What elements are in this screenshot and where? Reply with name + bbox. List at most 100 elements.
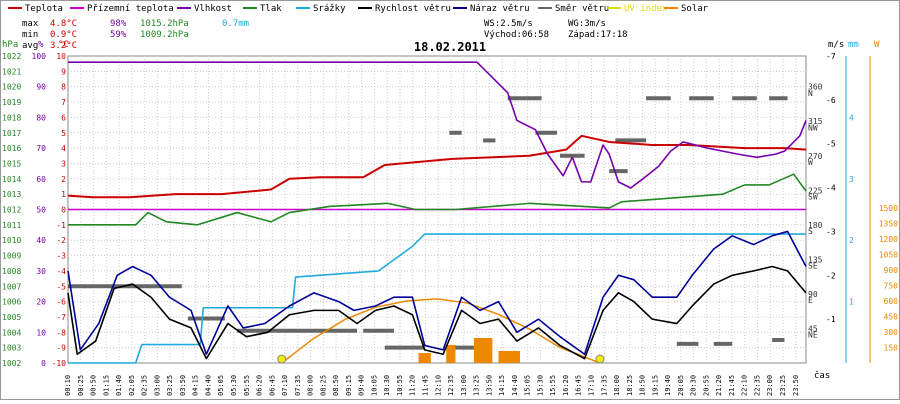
tick-label-dir: S xyxy=(808,227,813,236)
tick-label-x: 05:05 xyxy=(217,375,225,396)
tick-label-x: 05:55 xyxy=(243,375,251,396)
tick-label-hpa: 1007 xyxy=(2,282,21,291)
tick-label-temp: 7 xyxy=(61,98,66,107)
tick-label-x: 22:35 xyxy=(753,375,761,396)
tick-label-ms: -5 xyxy=(826,140,836,149)
tick-label-temp: -8 xyxy=(56,328,66,337)
tick-label-pct: 50 xyxy=(36,206,46,215)
tick-label-w: 600 xyxy=(884,297,899,306)
tick-label-x: 10:55 xyxy=(396,375,404,396)
tick-label-dir: 315 xyxy=(808,117,823,126)
tick-label-x: 18:25 xyxy=(626,375,634,396)
axis-unit-w: W xyxy=(874,40,880,50)
tick-label-hpa: 1010 xyxy=(2,236,21,245)
tick-label-temp: -10 xyxy=(52,359,67,368)
tick-label-x: 13:00 xyxy=(460,375,468,396)
tick-label-pct: 40 xyxy=(36,236,46,245)
tick-label-pct: 20 xyxy=(36,298,46,307)
tick-label-ms: -3 xyxy=(826,227,836,236)
tick-label-x: 21:20 xyxy=(715,375,723,396)
tick-label-dir: 270 xyxy=(808,152,823,161)
tick-label-x: 00:10 xyxy=(64,375,72,396)
tick-label-x: 08:25 xyxy=(319,375,327,396)
legend: Teplota Přízemní teplota Vlhkost Tlak Srážky… xyxy=(8,4,709,14)
tick-label-temp: 0 xyxy=(61,206,66,215)
stat-max-hum: 98% xyxy=(110,19,127,29)
tick-label-hpa: 1011 xyxy=(2,221,21,230)
tick-label-x: 23:25 xyxy=(779,375,787,396)
tick-label-x: 12:35 xyxy=(447,375,455,396)
tick-label-x: 18:00 xyxy=(613,375,621,396)
tick-label-x: 03:00 xyxy=(153,375,161,396)
tick-label-x: 23:00 xyxy=(766,375,774,396)
tick-label-temp: -6 xyxy=(56,298,66,307)
tick-label-x: 02:35 xyxy=(141,375,149,396)
tick-label-dir: 360 xyxy=(808,83,823,92)
tick-label-x: 13:25 xyxy=(473,375,481,396)
legend-label: Směr větru xyxy=(555,4,609,14)
tick-label-pct: 90 xyxy=(36,83,46,92)
info-ws: WS:2.5m/s xyxy=(484,19,533,29)
tick-label-x: 07:10 xyxy=(281,375,289,396)
axis-unit-mm: mm xyxy=(848,40,859,50)
tick-label-ms: -6 xyxy=(826,96,836,105)
tick-label-hpa: 1003 xyxy=(2,344,21,353)
tick-label-w: 450 xyxy=(884,313,899,322)
tick-label-dir: 225 xyxy=(808,186,823,195)
x-axis: 00:10 00:25 00:50 01:15 01:40 02:05 02:35 03:00… xyxy=(64,370,830,396)
tick-label-temp: -4 xyxy=(56,267,66,276)
tick-label-dir: 90 xyxy=(808,290,818,299)
stat-max-press: 1015.2hPa xyxy=(140,19,189,29)
legend-label: Náraz větru xyxy=(470,4,530,14)
legend-label: Rychlost větru xyxy=(375,4,451,14)
tick-label-x: 16:45 xyxy=(575,375,583,396)
tick-label-hpa: 1013 xyxy=(2,190,21,199)
legend-label: Srážky xyxy=(313,4,346,14)
tick-label-w: 300 xyxy=(884,328,899,337)
tick-label-x: 20:05 xyxy=(677,375,685,396)
tick-label-temp: -3 xyxy=(56,252,66,261)
tick-label-temp: 10 xyxy=(56,52,66,61)
tick-label-pct: 60 xyxy=(36,175,46,184)
tick-label-dir: SW xyxy=(808,192,818,201)
tick-label-temp: 8 xyxy=(61,83,66,92)
tick-label-x: 13:50 xyxy=(485,375,493,396)
tick-label-x: 20:55 xyxy=(702,375,710,396)
right-axes: m/s mm W360N315NW270W225SW180S135SE90E45NE… xyxy=(808,40,898,363)
tick-label-x: 18:50 xyxy=(639,375,647,396)
series-line-náraz-větru xyxy=(67,230,807,356)
tick-label-pct: 30 xyxy=(36,267,46,276)
tick-label-ms: -4 xyxy=(826,184,836,193)
tick-label-hpa: 1009 xyxy=(2,252,21,261)
tick-label-w: 900 xyxy=(884,266,899,275)
tick-label-pct: 100 xyxy=(32,52,47,61)
tick-label-temp: 6 xyxy=(61,113,66,122)
tick-label-x: 06:20 xyxy=(256,375,264,396)
solar-fill xyxy=(418,353,431,363)
tick-label-x: 21:45 xyxy=(728,375,736,396)
tick-label-mm: 4 xyxy=(849,113,854,122)
tick-label-dir: NW xyxy=(808,123,818,132)
tick-label-hpa: 1018 xyxy=(2,113,21,122)
stat-min-label: min xyxy=(22,30,38,40)
plot-area xyxy=(67,61,807,364)
tick-label-temp: -2 xyxy=(56,236,66,245)
legend-label: Tlak xyxy=(260,4,282,14)
tick-label-pct: 70 xyxy=(36,144,46,153)
tick-label-dir: 45 xyxy=(808,324,818,333)
stat-max-label: max xyxy=(22,19,39,29)
tick-label-x: 03:50 xyxy=(179,375,187,396)
tick-label-pct: 80 xyxy=(36,113,46,122)
tick-label-temp: -7 xyxy=(56,313,66,322)
tick-label-x: 00:50 xyxy=(90,375,98,396)
tick-label-x: 16:20 xyxy=(562,375,570,396)
tick-label-x: 08:50 xyxy=(332,375,340,396)
tick-label-temp: 4 xyxy=(61,144,66,153)
tick-label-hpa: 1012 xyxy=(2,206,21,215)
solar-fill xyxy=(473,338,493,363)
axis-unit-hpa: hPa xyxy=(2,40,18,50)
tick-label-hpa: 1015 xyxy=(2,159,21,168)
tick-label-hpa: 1006 xyxy=(2,298,21,307)
